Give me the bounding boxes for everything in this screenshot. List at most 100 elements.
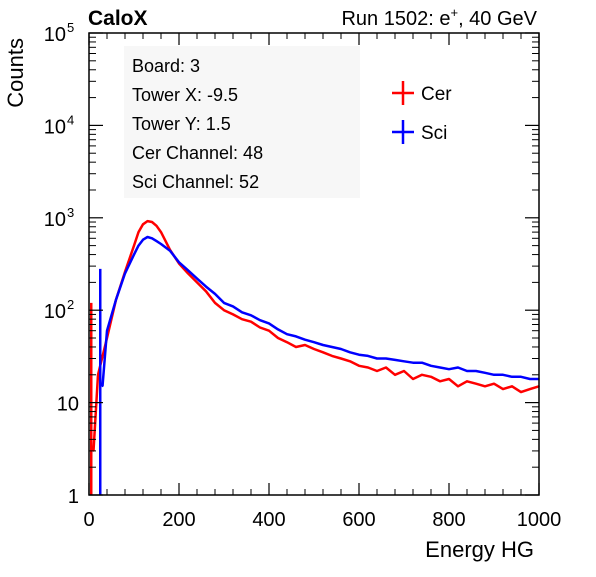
data-point <box>475 382 477 385</box>
data-point <box>223 309 225 312</box>
data-point <box>101 385 104 388</box>
data-point <box>205 290 207 293</box>
data-point <box>250 314 252 317</box>
data-point <box>403 370 405 372</box>
info-line: Board: 3 <box>132 56 200 76</box>
run-label-prefix: Run 1502: e <box>341 8 450 30</box>
data-point <box>421 361 423 364</box>
data-point <box>412 361 414 364</box>
data-point <box>304 338 306 341</box>
data-point <box>241 318 243 320</box>
data-point <box>214 293 216 295</box>
data-point <box>466 370 468 372</box>
data-point <box>529 388 531 390</box>
y-tick-label: 10 <box>44 24 66 46</box>
data-point <box>97 373 99 376</box>
data-point <box>430 365 432 367</box>
y-tick-exponent: 2 <box>67 297 74 312</box>
data-point <box>439 380 441 383</box>
run-label: Run 1502: e+, 40 GeV <box>341 5 537 30</box>
data-point <box>146 220 149 222</box>
data-point <box>502 388 504 390</box>
data-point <box>196 277 198 280</box>
data-point <box>448 378 450 380</box>
x-tick-label: 200 <box>162 509 195 531</box>
data-point <box>151 237 153 240</box>
series-line <box>92 219 540 451</box>
y-tick-label: 1 <box>68 486 79 508</box>
data-point <box>403 360 405 363</box>
info-line: Tower Y: 1.5 <box>132 114 231 134</box>
data-point <box>349 360 351 363</box>
data-point <box>385 366 387 369</box>
data-point <box>151 221 153 223</box>
data-point <box>430 376 432 378</box>
data-point <box>205 285 207 288</box>
data-point <box>259 319 261 321</box>
data-point <box>259 326 261 329</box>
y-tick-label: 10 <box>44 116 66 138</box>
data-point <box>394 373 396 376</box>
data-point <box>502 373 504 376</box>
data-point <box>286 341 288 344</box>
data-point <box>268 329 270 332</box>
data-point <box>493 382 495 385</box>
series-sci <box>99 235 540 495</box>
data-point <box>178 261 180 264</box>
data-point <box>376 357 378 360</box>
data-point <box>124 272 126 275</box>
data-point <box>466 380 468 383</box>
data-point <box>439 366 441 369</box>
data-point <box>331 355 333 357</box>
x-tick-label: 800 <box>432 509 465 531</box>
data-point <box>250 320 252 323</box>
info-line: Tower X: -9.5 <box>132 85 238 105</box>
data-point <box>475 370 477 372</box>
y-axis-label: Counts <box>3 38 28 108</box>
legend-entry-cer: Cer <box>392 81 452 105</box>
data-point <box>268 322 270 325</box>
data-point <box>304 344 306 346</box>
data-point <box>457 385 459 388</box>
data-point <box>295 346 297 348</box>
data-point <box>313 348 315 350</box>
data-point <box>457 366 459 369</box>
data-point <box>340 357 342 360</box>
y-tick-exponent: 5 <box>67 20 74 35</box>
data-point <box>232 313 234 316</box>
data-point <box>155 224 158 227</box>
data-point <box>394 359 396 361</box>
x-tick-label: 0 <box>83 509 94 531</box>
legend-label: Cer <box>421 84 452 105</box>
data-point <box>511 376 513 378</box>
legend-label: Sci <box>421 123 447 144</box>
x-tick-label: 1000 <box>517 509 562 531</box>
data-point <box>412 378 414 380</box>
data-point <box>160 243 162 245</box>
data-point <box>286 333 288 335</box>
data-point <box>196 281 198 284</box>
data-point <box>223 302 225 304</box>
data-point <box>277 328 279 331</box>
x-tick-label: 600 <box>342 509 375 531</box>
data-point <box>358 365 360 367</box>
info-box <box>124 46 360 198</box>
y-tick-exponent: 3 <box>67 205 74 220</box>
data-point <box>358 353 360 356</box>
data-point <box>187 272 189 275</box>
data-point <box>448 368 450 370</box>
data-point <box>106 329 108 332</box>
plot-frame <box>88 32 540 496</box>
data-point <box>493 373 495 376</box>
y-tick-label: 10 <box>44 301 66 323</box>
data-point <box>142 223 144 226</box>
data-point <box>385 357 387 360</box>
run-label-superscript: + <box>450 5 458 20</box>
data-point <box>169 249 171 252</box>
data-point <box>187 269 189 272</box>
y-tick-label: 10 <box>57 394 79 416</box>
data-point <box>520 376 522 378</box>
data-point <box>142 238 144 241</box>
